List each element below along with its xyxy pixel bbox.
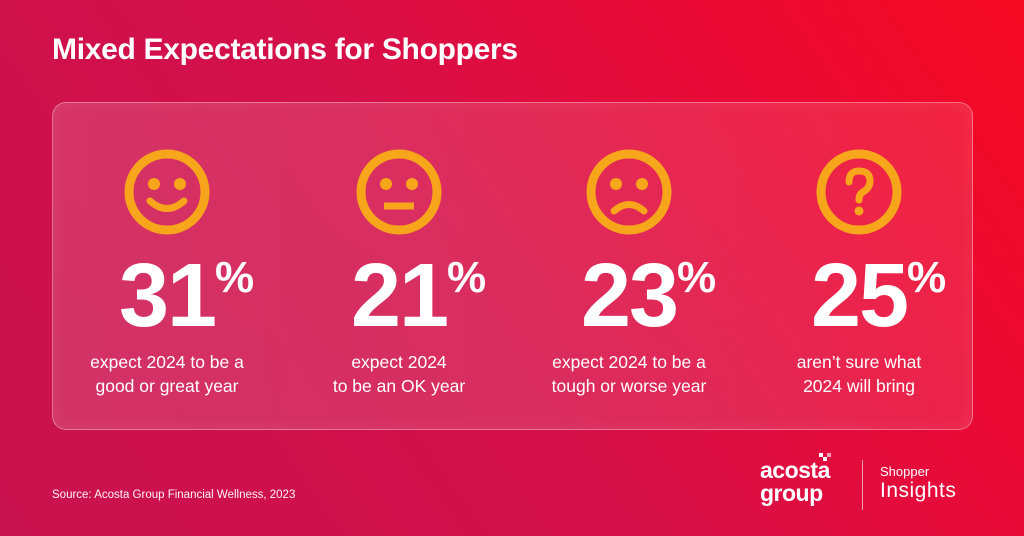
stat-description: expect 2024 to be a good or great year xyxy=(90,352,244,396)
stat-value: 25 xyxy=(810,246,909,346)
acosta-group-logo: acosta group xyxy=(760,453,860,505)
stat-unit: % xyxy=(447,253,487,302)
stat-unit: % xyxy=(907,253,947,302)
stat-value: 21 xyxy=(350,246,449,346)
question-mark-icon xyxy=(816,149,902,235)
smiley-sad-icon xyxy=(586,149,672,235)
shopper-insights-logo: Shopper Insights xyxy=(880,464,957,503)
stat-unit: % xyxy=(677,253,717,302)
stat-value: 31 xyxy=(118,246,217,346)
page-title: Mixed Expectations for Shoppers xyxy=(52,33,518,66)
logo-divider xyxy=(862,460,863,510)
smiley-neutral-icon xyxy=(356,149,442,235)
stat-ok-year: 21 % expect 2024 to be an OK year xyxy=(284,146,514,398)
stat-description: expect 2024 to be a tough or worse year xyxy=(551,352,707,396)
smiley-happy-icon xyxy=(124,149,210,235)
stat-tough-year: 23 % expect 2024 to be a tough or worse … xyxy=(514,146,744,398)
stat-description: expect 2024 to be an OK year xyxy=(332,352,466,396)
stat-good-year: 31 % expect 2024 to be a good or great y… xyxy=(52,146,282,398)
source-note: Source: Acosta Group Financial Wellness,… xyxy=(52,489,296,501)
stat-description: aren’t sure what 2024 will bring xyxy=(796,352,922,396)
logo-mark-icon xyxy=(819,453,831,461)
stat-unsure: 25 % aren’t sure what 2024 will bring xyxy=(744,146,974,398)
stat-value: 23 xyxy=(580,246,679,346)
stat-unit: % xyxy=(215,253,255,302)
stats-panel xyxy=(52,102,973,430)
